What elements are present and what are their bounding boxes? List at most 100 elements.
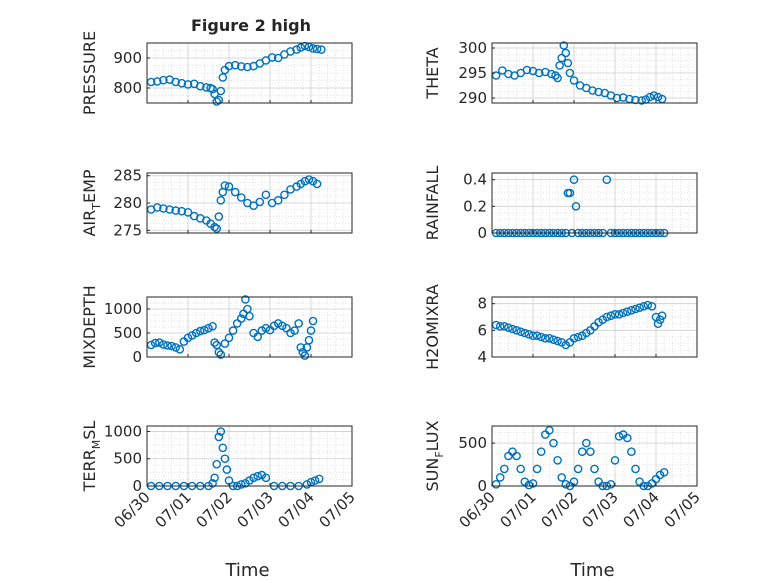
y-axis-label: AIRTEMP (80, 169, 103, 236)
y-tick-label: 295 (458, 64, 487, 82)
data-point (261, 473, 271, 483)
data-point (167, 341, 176, 351)
y-tick-label: 0 (132, 477, 142, 495)
data-point (635, 303, 644, 313)
data-point (551, 71, 560, 80)
data-point (171, 206, 180, 215)
data-point (495, 321, 505, 331)
data-point (236, 193, 246, 202)
y-axis-label: THETA (423, 47, 442, 99)
data-point (602, 312, 612, 322)
data-point (627, 305, 636, 315)
y-axis-label: PRESSURE (80, 31, 99, 115)
data-point (208, 84, 217, 94)
data-point (308, 316, 318, 326)
data-point (224, 61, 234, 71)
data-point (571, 201, 581, 211)
data-point (602, 175, 612, 184)
data-point (292, 45, 301, 54)
data-point (655, 315, 665, 325)
plot-area (492, 426, 697, 486)
data-point (512, 325, 521, 335)
subplot-h2omixra: 4 6 8 H2OMIXRA (423, 284, 698, 370)
data-point (220, 181, 230, 190)
data-point (171, 77, 180, 87)
data-point (612, 93, 622, 103)
data-point (645, 92, 655, 102)
data-point (214, 432, 224, 442)
data-point (614, 309, 624, 319)
data-point (569, 76, 579, 85)
data-point (563, 58, 573, 68)
y-tick-label: 500 (113, 324, 142, 342)
data-point (230, 187, 240, 197)
data-point (606, 311, 616, 321)
data-point (267, 53, 277, 62)
data-point (618, 308, 628, 318)
data-point (216, 350, 226, 359)
data-point (195, 326, 205, 336)
data-point (590, 464, 599, 474)
data-point (528, 331, 538, 341)
subplot-terr-msl: 0500100006/3007/0107/0207/0307/0407/05Ti… (80, 421, 359, 581)
y-tick-label: 0 (477, 477, 487, 495)
data-point (236, 314, 246, 323)
y-tick-label: 275 (113, 221, 142, 239)
data-point (582, 438, 591, 448)
y-tick-label: 285 (113, 167, 142, 185)
data-point (200, 325, 209, 335)
data-point (573, 332, 583, 342)
data-point (532, 331, 542, 341)
data-point (561, 48, 571, 58)
data-point (534, 68, 544, 78)
x-tick-label: 07/03 (234, 488, 277, 531)
data-point (565, 188, 575, 198)
data-point (159, 340, 168, 349)
data-point (618, 93, 628, 102)
data-point (516, 327, 526, 337)
data-point (614, 431, 624, 441)
axes-box (491, 172, 698, 234)
y-axis-label: TERRMSL (80, 421, 103, 493)
data-point (524, 329, 534, 339)
data-point (150, 338, 160, 348)
data-point (312, 179, 322, 189)
data-point (191, 328, 201, 338)
y-tick-label: 280 (113, 194, 142, 212)
data-point (224, 182, 234, 191)
data-point (159, 75, 168, 85)
data-point (559, 41, 569, 50)
data-point (304, 335, 314, 345)
data-point (561, 479, 571, 489)
data-point (659, 467, 669, 477)
data-point (154, 338, 164, 347)
y-tick-label: 6 (477, 321, 487, 339)
data-point (300, 351, 310, 360)
axes-box (146, 296, 353, 358)
y-axis-label: H2OMIXRA (423, 284, 442, 370)
data-point (294, 319, 304, 328)
data-point (273, 53, 283, 63)
data-point (175, 344, 185, 354)
y-axis-label: MIXDEPTH (80, 285, 99, 368)
data-point (577, 447, 587, 457)
data-point (508, 324, 517, 334)
axes-box (491, 296, 698, 358)
data-point (210, 473, 219, 483)
data-point (649, 91, 659, 100)
data-point (159, 204, 168, 213)
data-point (273, 195, 283, 205)
data-point (504, 69, 513, 79)
subplot-sun-flux: 050006/3007/0107/0207/0307/0407/05TimeSU… (423, 420, 704, 581)
data-point (306, 326, 316, 335)
data-point (208, 321, 217, 331)
data-point (569, 175, 579, 184)
data-point (236, 480, 246, 489)
data-point (152, 203, 162, 212)
data-point (310, 476, 320, 485)
data-point (308, 44, 318, 53)
data-point (545, 333, 554, 343)
x-tick-label: 07/04 (275, 488, 318, 531)
data-point (243, 62, 252, 72)
data-point (163, 341, 172, 350)
